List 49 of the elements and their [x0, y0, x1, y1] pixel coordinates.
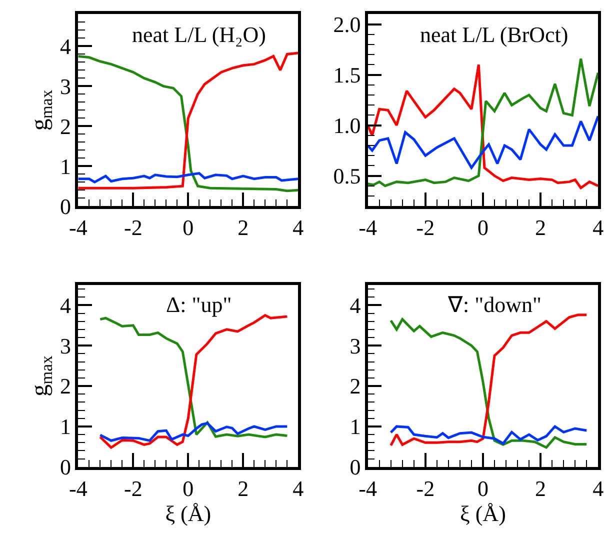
chart-title: Δ: "up"	[166, 292, 232, 317]
x-tick-label: 4	[592, 476, 604, 502]
x-tick-label: 0	[477, 215, 488, 240]
chart-title: neat L/L (BrOct)	[420, 22, 568, 47]
line-series	[390, 425, 588, 445]
y-tick-label: 0	[60, 194, 72, 219]
chart-title: neat L/L (H₂O)	[132, 22, 266, 47]
line-series	[368, 114, 598, 169]
y-tick-label: 3	[350, 333, 361, 358]
x-tick-label: 4	[592, 215, 604, 240]
x-tick-label: 4	[292, 215, 304, 240]
line-series	[98, 422, 288, 442]
y-tick-label: 3	[60, 74, 72, 99]
x-tick-label: -2	[124, 215, 142, 240]
y-tick-label: 2	[350, 374, 361, 399]
x-tick-label: -4	[358, 476, 378, 502]
x-tick-label: -2	[416, 476, 435, 502]
y-tick-label: 1	[350, 414, 361, 440]
x-tick-label: -4	[358, 215, 378, 240]
y-tick-label: 4	[350, 292, 361, 318]
x-tick-label: 0	[182, 476, 194, 502]
y-tick-label: 0	[350, 454, 361, 480]
y-tick-label: 2.0	[333, 12, 361, 38]
x-tick-label: 2	[535, 476, 546, 502]
y-tick-label: 2	[60, 114, 72, 139]
line-series	[78, 172, 298, 184]
x-tick-label: -2	[124, 476, 142, 502]
y-tick-label: 4	[60, 292, 72, 318]
y-tick-label: 2	[60, 374, 72, 399]
x-axis-title: ξ (Å)	[165, 501, 212, 526]
y-tick-label: 0	[60, 454, 72, 480]
x-axis-title: ξ (Å)	[460, 501, 506, 526]
y-tick-label: 1.5	[333, 62, 361, 88]
x-tick-label: -4	[69, 476, 88, 502]
y-tick-label: 0.5	[333, 163, 361, 188]
x-tick-label: -2	[416, 215, 435, 240]
x-tick-label: 0	[182, 215, 194, 240]
x-tick-label: 2	[238, 476, 249, 502]
y-tick-label: 1	[60, 414, 72, 440]
y-tick-label: 3	[60, 333, 72, 358]
x-tick-label: 2	[535, 215, 546, 240]
x-tick-label: 0	[477, 476, 488, 502]
x-tick-label: 2	[238, 215, 249, 240]
y-tick-label: 4	[60, 34, 72, 59]
y-tick-label: 1	[60, 154, 72, 179]
x-tick-label: 4	[292, 476, 304, 502]
x-tick-label: -4	[69, 215, 88, 240]
chart-title: ∇: "down"	[447, 292, 542, 317]
y-tick-label: 1.0	[333, 112, 361, 138]
